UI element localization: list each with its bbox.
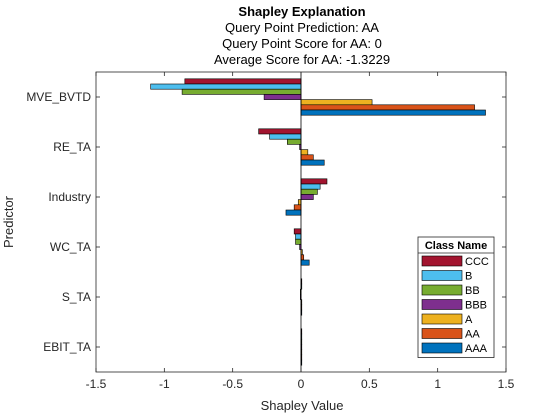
legend-swatch-b bbox=[421, 270, 463, 281]
y-axis-label: Predictor bbox=[1, 195, 16, 248]
bar-aaa-re_ta bbox=[300, 159, 325, 166]
bar-bb-wc_ta bbox=[295, 238, 302, 245]
y-tick-label-wc_ta: WC_TA bbox=[50, 240, 91, 254]
legend-label-aa: AA bbox=[465, 329, 480, 341]
bar-aaa-mve_bvtd bbox=[300, 109, 486, 116]
bar-bbb-mve_bvtd bbox=[263, 94, 302, 100]
bar-b-wc_ta bbox=[295, 233, 302, 240]
bar-b-re_ta bbox=[269, 133, 302, 140]
bar-a-mve_bvtd bbox=[300, 99, 373, 106]
bar-aa-wc_ta bbox=[300, 254, 305, 261]
legend-swatch-a bbox=[421, 313, 463, 325]
legend-label-ccc: CCC bbox=[465, 256, 489, 268]
y-tick-label-ebit_ta: EBIT_TA bbox=[43, 340, 91, 354]
bar-aa-re_ta bbox=[300, 154, 314, 161]
bar-ccc-mve_bvtd bbox=[184, 78, 302, 85]
bar-ccc-industry bbox=[300, 178, 328, 185]
bar-b-industry bbox=[300, 183, 321, 190]
legend-label-bbb: BBB bbox=[465, 300, 487, 312]
bar-a-re_ta bbox=[300, 149, 309, 156]
bar-bb-re_ta bbox=[287, 138, 302, 145]
chart-title: Shapley Explanation bbox=[238, 4, 365, 19]
x-tick-label: -0.5 bbox=[222, 377, 243, 391]
legend-label-b: B bbox=[465, 271, 472, 283]
legend-label-a: A bbox=[465, 314, 473, 326]
x-tick-label: -1.5 bbox=[86, 377, 107, 391]
x-axis-label: Shapley Value bbox=[261, 398, 344, 413]
bar-aaa-industry bbox=[285, 209, 302, 216]
chart-subtitle-prediction: Query Point Prediction: AA bbox=[225, 20, 379, 35]
bar-bbb-industry bbox=[300, 194, 314, 200]
legend-swatch-ccc bbox=[421, 255, 463, 267]
bar-aaa-wc_ta bbox=[300, 259, 310, 266]
legend-label-bb: BB bbox=[465, 285, 480, 297]
x-tick-label: -1 bbox=[159, 377, 170, 391]
bar-ccc-re_ta bbox=[258, 128, 302, 135]
bar-b-mve_bvtd bbox=[150, 83, 302, 90]
y-axis-ticks: MVE_BVTD RE_TA Industry WC_TA S_TA EBIT_TA bbox=[26, 90, 506, 354]
bar-aa-mve_bvtd bbox=[300, 104, 475, 111]
bar-a-industry bbox=[297, 199, 302, 206]
y-tick-label-s_ta: S_TA bbox=[62, 290, 91, 304]
legend-title: Class Name bbox=[425, 240, 487, 252]
x-tick-label: 0.5 bbox=[361, 377, 378, 391]
bar-bb-industry bbox=[300, 188, 318, 195]
x-axis-ticks: -1.5 -1 -0.5 0 0.5 1 1.5 bbox=[86, 72, 515, 391]
legend-swatch-aaa bbox=[421, 342, 463, 354]
bar-ccc-wc_ta bbox=[293, 228, 302, 235]
y-tick-label-mve_bvtd: MVE_BVTD bbox=[26, 90, 91, 104]
legend-label-aaa: AAA bbox=[465, 343, 488, 355]
x-tick-label: 1 bbox=[434, 377, 441, 391]
x-tick-label: 0 bbox=[298, 377, 305, 391]
bar-aa-industry bbox=[293, 204, 302, 211]
x-tick-label: 1.5 bbox=[498, 377, 515, 391]
legend-swatch-bbb bbox=[421, 299, 463, 310]
y-tick-label-industry: Industry bbox=[48, 190, 91, 204]
y-tick-label-re_ta: RE_TA bbox=[53, 140, 91, 154]
chart-subtitle-score: Query Point Score for AA: 0 bbox=[222, 36, 382, 51]
chart-subtitle-average: Average Score for AA: -1.3229 bbox=[214, 52, 390, 67]
legend-swatch-aa bbox=[421, 328, 463, 339]
bar-bb-mve_bvtd bbox=[181, 88, 302, 95]
legend-swatch-bb bbox=[421, 284, 463, 296]
